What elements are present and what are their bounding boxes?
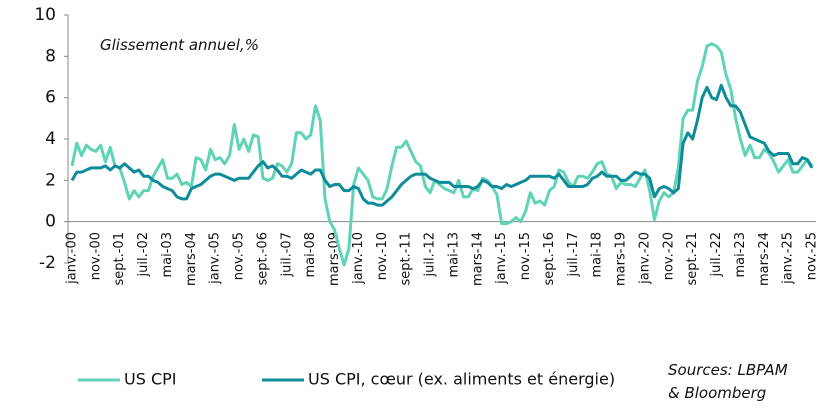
legend-label: US CPI, cœur (ex. aliments et énergie) — [308, 370, 615, 389]
x-tick-label: nov.-15 — [518, 232, 533, 280]
x-tick-label: juil.-12 — [423, 232, 438, 277]
x-tick-label: nov.-00 — [88, 232, 103, 280]
x-tick-label: sept.-21 — [685, 232, 700, 286]
x-tick-label: mai-18 — [590, 232, 605, 277]
x-tick-label: janv.-10 — [351, 232, 366, 285]
x-tick-label: nov.-20 — [661, 232, 676, 280]
y-tick-label: 6 — [45, 88, 56, 108]
x-tick-label: janv.-20 — [637, 232, 652, 285]
x-tick-label: sept.-16 — [542, 232, 557, 286]
legend-label: US CPI — [124, 370, 177, 389]
y-tick-label: -2 — [39, 253, 56, 273]
y-tick-label: 10 — [34, 5, 56, 25]
x-tick-label: mai-23 — [733, 232, 748, 277]
x-tick-label: sept.-06 — [255, 232, 270, 286]
series-line — [70, 83, 814, 207]
y-tick-label: 2 — [45, 170, 56, 190]
x-tick-label: sept.-01 — [112, 232, 127, 286]
chart-subtitle: Glissement annuel,% — [100, 36, 259, 54]
source-line: Sources: LBPAM — [668, 361, 788, 379]
x-tick-label: janv.-00 — [65, 232, 80, 285]
source-line: & Bloomberg — [668, 384, 766, 402]
x-tick-label: sept.-11 — [399, 232, 414, 286]
series-line — [70, 42, 814, 267]
x-tick-label: mars-04 — [184, 232, 199, 286]
x-tick-label: janv.-05 — [208, 232, 223, 285]
x-tick-label: juil.-17 — [566, 232, 581, 277]
x-tick-label: nov.-10 — [375, 232, 390, 280]
x-tick-label: mars-09 — [327, 232, 342, 286]
x-tick-label: mai-13 — [446, 232, 461, 277]
x-tick-label: juil.-02 — [136, 232, 151, 277]
x-tick-label: mai-03 — [160, 232, 175, 277]
x-tick-label: nov.-05 — [232, 232, 247, 280]
x-tick-label: nov.-25 — [805, 232, 820, 280]
x-tick-label: mars-24 — [757, 232, 772, 286]
x-tick-label: mars-14 — [470, 232, 485, 286]
y-tick-label: 4 — [45, 129, 56, 149]
x-tick-label: janv.-15 — [494, 232, 509, 285]
y-tick-label: 0 — [45, 212, 56, 232]
x-tick-label: mai-08 — [303, 232, 318, 277]
x-tick-label: juil.-22 — [709, 232, 724, 277]
x-tick-label: mars-19 — [614, 232, 629, 286]
y-tick-label: 8 — [45, 46, 56, 66]
x-tick-label: janv.-25 — [781, 232, 796, 285]
x-tick-label: juil.-07 — [279, 232, 294, 277]
